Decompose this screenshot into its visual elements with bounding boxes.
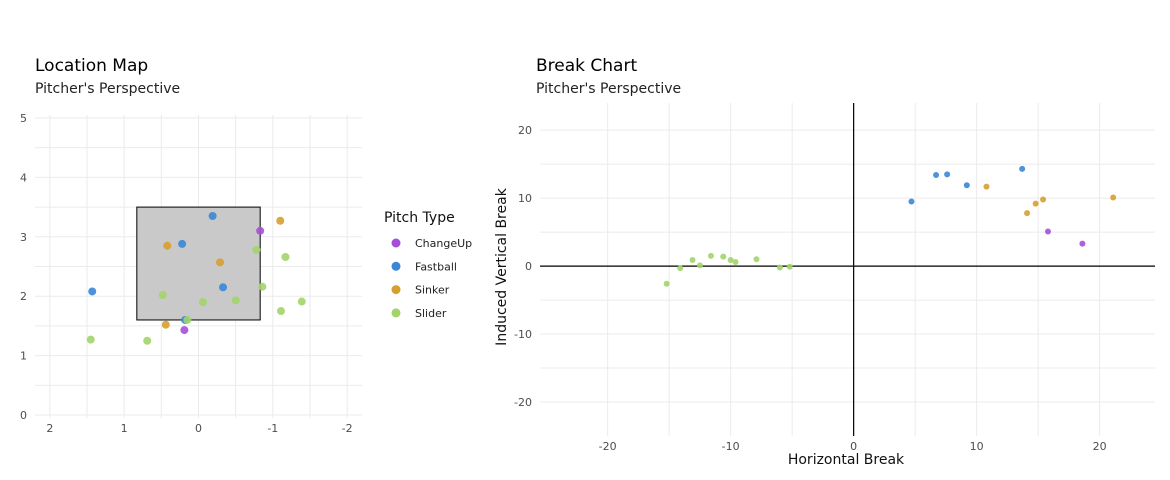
break-chart-point-fastball: [1019, 165, 1026, 172]
location-map-point-fastball: [208, 212, 217, 220]
location-map-x-tick-label: -2: [342, 422, 353, 435]
break-chart-point-slider: [786, 263, 793, 270]
legend-swatch-fastball: [391, 261, 401, 271]
location-map-point-slider: [297, 297, 306, 306]
break-chart-y-tick-label: 10: [518, 192, 532, 205]
break-chart-x-tick-label: -20: [599, 440, 617, 453]
break-chart-point-slider: [677, 265, 684, 272]
break-chart-point-slider: [776, 264, 783, 271]
break-chart-point-sinker: [983, 183, 990, 190]
location-map-point-changeup: [180, 326, 189, 335]
break-chart-y-axis-label: Induced Vertical Break: [494, 187, 510, 346]
break-chart-point-fastball: [933, 172, 940, 179]
break-chart-x-tick-label: 20: [1093, 440, 1107, 453]
legend-swatch-slider: [391, 308, 401, 318]
location-map-point-sinker: [216, 258, 225, 267]
location-map-point-slider: [86, 335, 95, 344]
legend-label-sinker: Sinker: [415, 284, 450, 297]
location-map-point-changeup: [256, 226, 265, 235]
location-map-tick-labels: 2 1 0 -1 -2 0 1 2 3 4 5: [20, 112, 353, 435]
location-map-point-slider: [231, 296, 240, 305]
location-map-point-slider: [252, 245, 261, 254]
break-chart-point-sinker: [1040, 196, 1047, 203]
break-chart-point-slider: [732, 259, 739, 266]
break-chart-point-slider: [727, 256, 734, 263]
break-chart-point-sinker: [1024, 210, 1031, 217]
break-chart-points: [663, 165, 1117, 287]
legend-swatch-changeup: [391, 238, 401, 248]
break-chart-point-slider: [707, 252, 714, 259]
location-map-y-tick-label: 4: [20, 171, 27, 184]
break-chart-point-slider: [663, 280, 670, 287]
break-chart-point-slider: [689, 256, 696, 263]
location-map-y-tick-label: 5: [20, 112, 27, 125]
break-chart-point-changeup: [1079, 240, 1086, 247]
legend-swatch-sinker: [391, 285, 401, 295]
break-chart-subtitle: Pitcher's Perspective: [536, 81, 681, 97]
break-chart-title: Break Chart: [536, 56, 637, 76]
location-map-point-slider: [281, 252, 290, 261]
break-chart-tick-labels: -20 -10 0 10 20 -20 -10 0 10 20: [514, 124, 1107, 453]
location-map-x-tick-label: 2: [46, 422, 53, 435]
location-map-y-tick-label: 0: [20, 409, 27, 422]
location-map-x-tick-label: 1: [121, 422, 128, 435]
break-chart-grid: [540, 103, 1155, 436]
strike-zone: [136, 206, 261, 321]
break-chart-x-tick-label: 0: [850, 440, 857, 453]
location-map-title: Location Map: [35, 56, 148, 76]
location-map-point-sinker: [163, 241, 172, 250]
location-map-point-slider: [158, 291, 167, 300]
break-chart-zero-lines: [540, 103, 1155, 436]
break-chart-y-tick-label: -10: [514, 328, 532, 341]
location-map-point-slider: [143, 336, 152, 345]
location-map-subtitle: Pitcher's Perspective: [35, 81, 180, 97]
location-map-point-slider: [198, 298, 207, 307]
break-chart-point-slider: [720, 253, 727, 260]
location-map-point-slider: [183, 315, 192, 324]
legend-label-fastball: Fastball: [415, 260, 457, 273]
break-chart-point-fastball: [908, 198, 915, 205]
location-map-x-tick-label: 0: [195, 422, 202, 435]
break-chart-x-axis-label: Horizontal Break: [788, 452, 905, 468]
location-map-point-fastball: [178, 239, 187, 248]
legend-title: Pitch Type: [384, 210, 455, 226]
break-chart-y-tick-label: 20: [518, 124, 532, 137]
break-chart-point-fastball: [963, 182, 970, 189]
break-chart-point-changeup: [1044, 228, 1051, 235]
location-map-y-tick-label: 2: [20, 290, 27, 303]
break-chart-point-fastball: [944, 171, 951, 178]
break-chart-x-tick-label: 10: [970, 440, 984, 453]
location-map-point-slider: [258, 282, 267, 291]
break-chart-point-slider: [696, 262, 703, 269]
location-map-y-tick-label: 1: [20, 350, 27, 363]
break-chart-point-sinker: [1032, 200, 1039, 207]
break-chart-x-tick-label: -10: [722, 440, 740, 453]
break-chart-point-slider: [753, 256, 760, 263]
location-map-points: [86, 212, 306, 345]
break-chart-point-sinker: [1110, 194, 1117, 201]
break-chart-y-tick-label: -20: [514, 396, 532, 409]
break-chart-y-tick-label: 0: [525, 260, 532, 273]
legend: ChangeUp Fastball Sinker Slider: [391, 237, 472, 320]
location-map-point-fastball: [88, 287, 97, 296]
location-map-point-sinker: [276, 216, 285, 225]
location-map-point-sinker: [161, 320, 170, 329]
legend-label-changeup: ChangeUp: [415, 237, 472, 250]
location-map-x-tick-label: -1: [267, 422, 278, 435]
strike-zone-box: [136, 206, 261, 321]
location-map-y-tick-label: 3: [20, 231, 27, 244]
location-map-point-fastball: [219, 283, 228, 292]
location-map-point-slider: [276, 307, 285, 316]
legend-label-slider: Slider: [415, 307, 447, 320]
